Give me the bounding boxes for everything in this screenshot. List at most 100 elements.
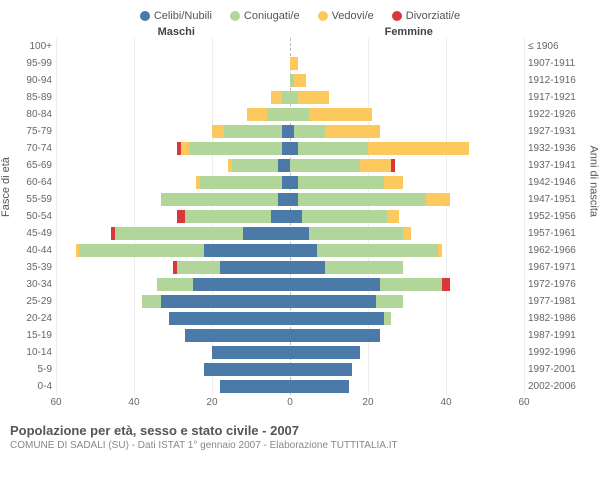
bar-segment-male bbox=[212, 346, 290, 359]
bar-row bbox=[56, 327, 524, 344]
bar-segment-female bbox=[290, 261, 325, 274]
bar-segment-male bbox=[161, 193, 278, 206]
birth-year-label: 1957-1961 bbox=[528, 225, 590, 242]
birth-year-label: 1927-1931 bbox=[528, 123, 590, 140]
bar-row bbox=[56, 242, 524, 259]
bar-row bbox=[56, 191, 524, 208]
bars-container bbox=[56, 38, 524, 395]
x-tick-label: 60 bbox=[518, 397, 529, 408]
bar-segment-female bbox=[438, 244, 442, 257]
bar-segment-male bbox=[181, 142, 189, 155]
legend-swatch bbox=[140, 11, 150, 21]
age-label: 10-14 bbox=[10, 344, 52, 361]
chart-title: Popolazione per età, sesso e stato civil… bbox=[10, 423, 590, 438]
bar-segment-female bbox=[384, 312, 392, 325]
birth-year-label: 1937-1941 bbox=[528, 157, 590, 174]
bar-row bbox=[56, 55, 524, 72]
bar-segment-male bbox=[220, 261, 290, 274]
birth-year-label: 1952-1956 bbox=[528, 208, 590, 225]
bar-segment-female bbox=[426, 193, 449, 206]
bar-segment-female bbox=[442, 278, 450, 291]
bar-segment-female bbox=[298, 193, 427, 206]
bar-segment-male bbox=[247, 108, 266, 121]
birth-year-label: 1942-1946 bbox=[528, 174, 590, 191]
bar-segment-female bbox=[290, 159, 360, 172]
header-female: Femmine bbox=[293, 26, 526, 38]
bar-row bbox=[56, 293, 524, 310]
birth-year-label: 1997-2001 bbox=[528, 361, 590, 378]
bar-row bbox=[56, 140, 524, 157]
chart-subtitle: COMUNE DI SADALI (SU) - Dati ISTAT 1° ge… bbox=[10, 440, 590, 451]
bar-row bbox=[56, 276, 524, 293]
x-tick-label: 40 bbox=[128, 397, 139, 408]
legend-swatch bbox=[230, 11, 240, 21]
bar-segment-male bbox=[282, 125, 290, 138]
legend-swatch bbox=[392, 11, 402, 21]
birth-year-label: 1972-1976 bbox=[528, 276, 590, 293]
header-male: Maschi bbox=[60, 26, 293, 38]
age-label: 0-4 bbox=[10, 378, 52, 395]
age-label: 55-59 bbox=[10, 191, 52, 208]
bar-segment-male bbox=[193, 278, 291, 291]
legend-item: Divorziati/e bbox=[392, 10, 460, 22]
bar-segment-male bbox=[185, 210, 271, 223]
x-ticks: 6040200204060 bbox=[56, 397, 524, 413]
x-tick-label: 20 bbox=[206, 397, 217, 408]
legend-item: Vedovi/e bbox=[318, 10, 374, 22]
bar-segment-female bbox=[298, 176, 384, 189]
bar-segment-male bbox=[232, 159, 279, 172]
bar-segment-female bbox=[368, 142, 469, 155]
birth-year-label: 1922-1926 bbox=[528, 106, 590, 123]
bar-segment-female bbox=[294, 125, 325, 138]
bar-segment-female bbox=[317, 244, 438, 257]
bar-segment-female bbox=[298, 142, 368, 155]
age-label: 5-9 bbox=[10, 361, 52, 378]
age-label: 60-64 bbox=[10, 174, 52, 191]
age-label: 95-99 bbox=[10, 55, 52, 72]
bar-segment-male bbox=[282, 176, 290, 189]
birth-year-label: 1962-1966 bbox=[528, 242, 590, 259]
bar-segment-female bbox=[290, 108, 309, 121]
bar-segment-male bbox=[243, 227, 290, 240]
birth-year-label: 1967-1971 bbox=[528, 259, 590, 276]
y-axis-left-title: Fasce di età bbox=[0, 157, 12, 217]
birth-year-label: 1912-1916 bbox=[528, 72, 590, 89]
bar-segment-female bbox=[290, 278, 380, 291]
bar-segment-male bbox=[212, 125, 224, 138]
age-label: 80-84 bbox=[10, 106, 52, 123]
bar-segment-female bbox=[391, 159, 395, 172]
bar-segment-female bbox=[325, 261, 403, 274]
bar-segment-female bbox=[309, 108, 371, 121]
bar-segment-male bbox=[204, 363, 290, 376]
bar-segment-male bbox=[224, 125, 283, 138]
bar-row bbox=[56, 225, 524, 242]
birth-year-label: 1932-1936 bbox=[528, 140, 590, 157]
bar-row bbox=[56, 174, 524, 191]
bar-segment-female bbox=[290, 295, 376, 308]
bar-segment-female bbox=[325, 125, 380, 138]
bar-segment-male bbox=[115, 227, 244, 240]
birth-year-label: 1947-1951 bbox=[528, 191, 590, 208]
legend-item: Coniugati/e bbox=[230, 10, 300, 22]
bar-row bbox=[56, 106, 524, 123]
bar-segment-male bbox=[200, 176, 282, 189]
x-tick-label: 60 bbox=[50, 397, 61, 408]
bar-segment-male bbox=[177, 210, 185, 223]
column-headers: Maschi Femmine bbox=[10, 26, 590, 38]
bar-segment-male bbox=[185, 329, 290, 342]
age-label: 45-49 bbox=[10, 225, 52, 242]
bar-segment-female bbox=[298, 91, 329, 104]
bar-segment-male bbox=[157, 278, 192, 291]
bar-segment-male bbox=[177, 261, 220, 274]
bar-segment-female bbox=[290, 193, 298, 206]
bar-segment-female bbox=[290, 312, 384, 325]
age-label: 75-79 bbox=[10, 123, 52, 140]
bar-segment-male bbox=[267, 108, 290, 121]
bar-row bbox=[56, 310, 524, 327]
bar-segment-female bbox=[384, 176, 403, 189]
legend-label: Celibi/Nubili bbox=[154, 10, 212, 22]
bar-segment-male bbox=[204, 244, 290, 257]
bar-segment-male bbox=[278, 193, 290, 206]
bar-segment-female bbox=[290, 380, 349, 393]
bar-segment-male bbox=[161, 295, 290, 308]
